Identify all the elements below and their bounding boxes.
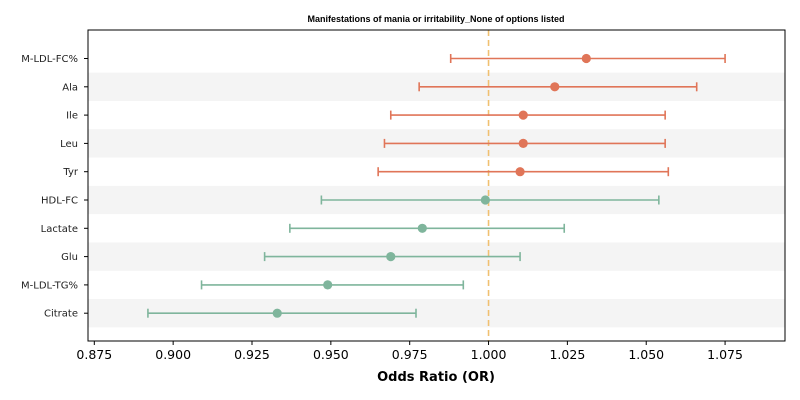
- row-m-ldl-tg-: [200, 280, 465, 290]
- y-axis: M-LDL-FC% Ala Ile Leu Tyr HDL-FC Lactate Glu M-L…: [21, 54, 88, 320]
- x-tick-label: 1.075: [707, 347, 743, 362]
- x-tick-label: 1.000: [471, 347, 507, 362]
- x-tick-label: 1.050: [628, 347, 664, 362]
- x-tick-label: 1.025: [549, 347, 585, 362]
- x-axis-label: Odds Ratio (OR): [377, 370, 495, 385]
- plot-frame: [87, 29, 786, 342]
- data-marks: [147, 53, 726, 318]
- x-tick-label: 0.975: [392, 347, 428, 362]
- row-hdl-fc: [320, 195, 660, 205]
- y-tick-label: M-LDL-FC%: [21, 54, 78, 65]
- row-citrate: [147, 308, 417, 318]
- chart-title: Manifestations of mania or irritability_…: [307, 14, 564, 24]
- y-tick-label: Ala: [62, 82, 78, 93]
- or-point: [518, 138, 528, 148]
- row-ile: [389, 110, 666, 120]
- or-point: [550, 82, 560, 92]
- x-tick-label: 0.900: [155, 347, 191, 362]
- y-tick-label: Leu: [60, 139, 78, 150]
- y-tick-label: M-LDL-TG%: [21, 280, 78, 291]
- row-m-ldl-fc-: [449, 53, 726, 64]
- row-lactate: [289, 223, 566, 233]
- or-point: [386, 252, 396, 262]
- or-point: [323, 280, 333, 290]
- or-point: [581, 53, 591, 64]
- y-tick-label: Glu: [61, 252, 78, 263]
- x-axis: 0.875 0.900 0.925 0.950 0.975 1.000 1.025 1.050…: [76, 341, 743, 362]
- row-tyr: [377, 167, 670, 177]
- y-tick-label: Citrate: [44, 309, 78, 320]
- row-glu: [263, 252, 521, 262]
- x-tick-label: 0.950: [313, 347, 349, 362]
- y-tick-label: Ile: [66, 111, 78, 122]
- y-tick-label: HDL-FC: [41, 196, 78, 207]
- row-leu: [383, 138, 666, 148]
- x-tick-label: 0.925: [234, 347, 270, 362]
- or-point: [417, 223, 427, 233]
- y-tick-label: Tyr: [62, 167, 78, 178]
- y-tick-label: Lactate: [41, 224, 78, 235]
- or-point: [272, 308, 282, 318]
- or-point: [515, 167, 525, 177]
- or-point: [480, 195, 490, 205]
- or-point: [518, 110, 528, 120]
- x-tick-label: 0.875: [76, 347, 112, 362]
- row-ala: [418, 82, 698, 92]
